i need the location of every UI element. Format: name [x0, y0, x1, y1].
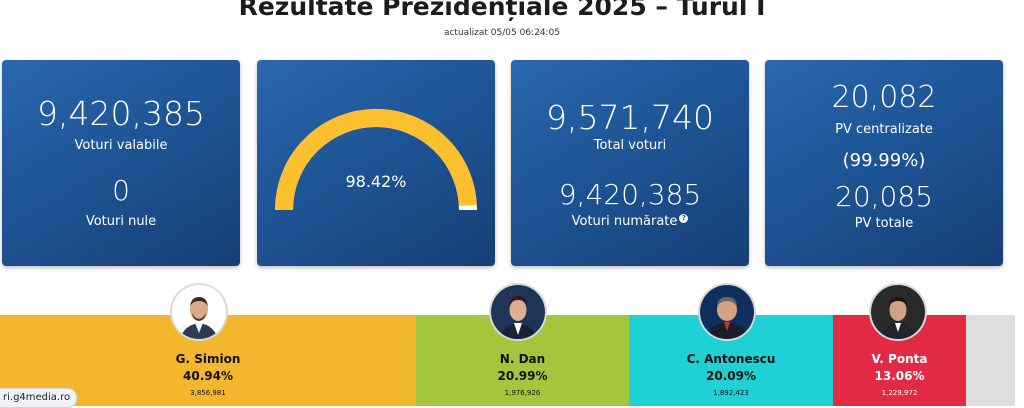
candidate-name: V. Ponta: [871, 352, 928, 366]
pv-card: 20,082 PV centralizate (99.99%) 20,085 P…: [765, 60, 1003, 266]
portrait-icon: [871, 285, 925, 339]
portrait-icon: [700, 285, 754, 339]
counted-votes-value: 9,420,385: [558, 178, 702, 211]
candidate-percent: 13.06%: [874, 369, 925, 383]
pv-total-value: 20,085: [835, 180, 933, 213]
null-votes-label: Voturi nule: [85, 214, 157, 229]
total-votes-label: Total voturi: [593, 138, 667, 153]
candidate-name: C. Antonescu: [686, 352, 776, 366]
candidate-votes: 1,976,926: [504, 389, 541, 397]
valid-votes-card: 9,420,385 Voturi valabile 0 Voturi nule: [2, 60, 240, 266]
progress-gauge: [275, 108, 477, 211]
total-votes-value: 9,571,740: [546, 98, 714, 137]
status-url[interactable]: ri.g4media.ro: [0, 388, 78, 408]
updated-timestamp: actualizat 05/05 06:24:05: [443, 28, 561, 38]
candidate-percent: 40.94%: [183, 369, 233, 383]
portrait-icon: [491, 285, 545, 339]
pv-centralized-label: PV centralizate: [835, 122, 933, 137]
candidate-percent: 20.09%: [706, 369, 756, 383]
counted-votes-label-row: Voturi numărate?: [511, 214, 749, 229]
pv-percent: (99.99%): [842, 150, 926, 171]
candidate-percent: 20.99%: [497, 369, 548, 383]
counted-votes-label: Voturi numărate: [571, 214, 678, 229]
valid-votes-value: 9,420,385: [37, 94, 205, 133]
gauge-fill: [275, 108, 477, 211]
counted-gauge-card: 98.42%: [257, 60, 495, 266]
portrait-icon: [172, 285, 226, 339]
other-candidates-bar[interactable]: [966, 315, 1015, 406]
candidate-votes: 1,892,423: [713, 389, 749, 397]
null-votes-value: 0: [112, 174, 130, 207]
gauge-track: [275, 109, 477, 211]
pv-centralized-value: 20,082: [831, 80, 937, 115]
candidate-votes: 1,229,972: [881, 389, 918, 397]
candidate-name: G. Simion: [175, 352, 241, 366]
pv-total-label: PV totale: [854, 216, 914, 231]
avatar-antonescu[interactable]: [700, 285, 754, 339]
candidate-name: N. Dan: [499, 352, 546, 366]
avatar-dan[interactable]: [491, 285, 545, 339]
candidate-votes: 3,856,981: [190, 389, 226, 397]
avatar-simion[interactable]: [172, 285, 226, 339]
page-title: Rezultate Prezidențiale 2025 – Turul I: [238, 0, 766, 21]
valid-votes-label: Voturi valabile: [74, 138, 168, 153]
total-votes-card: 9,571,740 Total voturi 9,420,385 Voturi …: [511, 60, 749, 266]
avatar-ponta[interactable]: [871, 285, 925, 339]
gauge-percent: 98.42%: [345, 172, 407, 191]
help-icon[interactable]: ?: [679, 214, 689, 223]
